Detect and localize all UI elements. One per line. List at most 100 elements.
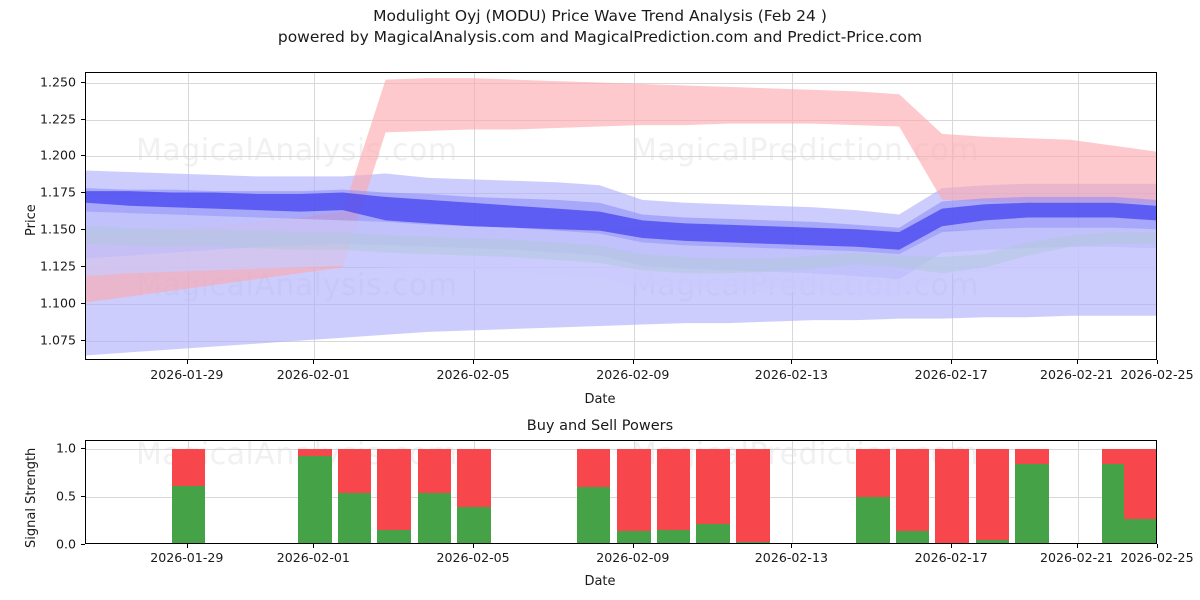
sell-power-bar[interactable] [1015,448,1049,465]
signal-x-tick-mark [632,544,634,548]
sell-power-bar[interactable] [975,448,1010,541]
price-x-tick-mark [791,360,793,364]
signal-x-tick-mark [1076,544,1078,548]
sell-power-bar[interactable] [337,448,372,493]
price-chart-plot-area: MagicalAnalysis.com MagicalPrediction.com… [85,72,1157,360]
price-x-tick-mark [951,360,953,364]
title-block: Modulight Oyj (MODU) Price Wave Trend An… [0,6,1200,48]
sell-power-bar[interactable] [1124,448,1156,519]
price-y-tick-label: 1.225 [39,111,76,126]
price-wave-bands [86,78,1156,356]
gridline-horizontal [86,82,1156,84]
sell-power-bar[interactable] [895,448,930,531]
buy-power-bar[interactable] [656,529,691,543]
price-x-tick-mark [1157,360,1159,364]
price-y-tick-label: 1.175 [39,184,76,200]
price-x-tick-mark [186,360,188,364]
price-y-tick-mark [81,340,85,342]
band-lower-faint-blue-band [86,211,1156,297]
price-x-tick-label: 2026-02-13 [754,367,828,382]
price-y-tick-mark [81,266,85,268]
price-y-tick-mark [81,192,85,194]
price-x-tick-mark [313,360,315,364]
price-y-tick-mark [81,118,85,120]
signal-x-tick-mark [186,544,188,548]
price-x-tick-mark [1076,360,1078,364]
price-x-tick-label: 2026-01-29 [150,367,224,382]
page-subtitle: powered by MagicalAnalysis.com and Magic… [277,28,923,46]
sell-power-bar[interactable] [736,448,771,543]
signal-chart-title: Buy and Sell Powers [526,418,674,434]
sell-power-bar[interactable] [656,448,691,530]
page-title: Modulight Oyj (MODU) Price Wave Trend An… [373,7,827,25]
signal-y-tick-label: 1.0 [55,440,76,456]
price-y-tick-label: 1.200 [39,147,76,163]
price-axis-label-y: Price [24,204,39,236]
price-x-tick-label: 2026-02-25 [1120,367,1194,382]
signal-x-tick-label: 2026-02-13 [754,550,828,565]
buy-power-bar[interactable] [696,523,730,543]
sell-power-bar[interactable] [171,448,206,487]
signal-y-tick-label: 0.5 [55,488,76,504]
band-red-band [86,78,1156,303]
signal-y-tick-mark [81,495,85,497]
buy-power-bar[interactable] [1015,464,1049,543]
signal-x-tick-label: 2026-02-25 [1120,550,1194,565]
signal-y-tick-label: 0.0 [55,536,76,552]
buy-power-bar[interactable] [736,542,771,543]
sell-power-bar[interactable] [377,448,412,530]
signal-chart-plot-area: MagicalAnalysis.com MagicalPrediction.com [85,440,1157,544]
signal-x-tick-label: 2026-02-01 [276,550,350,565]
signal-x-tick-label: 2026-02-17 [914,550,988,565]
buy-power-bar[interactable] [975,540,1010,543]
price-y-tick-mark [81,155,85,157]
sell-power-bar[interactable] [935,448,970,543]
signal-y-tick-mark [81,544,85,546]
sell-power-bar[interactable] [457,448,491,508]
signal-x-tick-mark [791,544,793,548]
price-axis-label-x: Date [584,392,616,407]
price-y-tick-mark [81,81,85,83]
price-x-tick-mark [632,360,634,364]
price-y-tick-mark [81,229,85,231]
band-core-blue-band [86,191,1156,250]
sell-power-bar[interactable] [576,448,611,488]
price-x-tick-label: 2026-02-21 [1039,367,1114,382]
buy-power-bar[interactable] [895,530,930,543]
buy-power-bar[interactable] [457,507,491,543]
sell-power-bar[interactable] [298,448,332,457]
gridline-vertical [1077,441,1079,543]
signal-x-tick-label: 2026-02-21 [1039,550,1114,565]
buy-power-bar[interactable] [1124,519,1156,543]
buy-power-bar[interactable] [417,493,452,543]
buy-power-bar[interactable] [616,530,651,543]
price-y-tick-label: 1.150 [39,221,76,237]
sell-power-bar[interactable] [417,448,452,493]
price-y-tick-mark [81,303,85,305]
signal-x-tick-mark [951,544,953,548]
signal-x-tick-mark [1157,544,1159,548]
buy-power-bar[interactable] [377,529,412,543]
buy-power-bar[interactable] [171,486,206,543]
sell-power-bar[interactable] [696,448,730,524]
sell-power-bar[interactable] [856,448,890,497]
price-y-tick-label: 1.075 [39,332,76,348]
price-x-tick-label: 2026-02-17 [914,367,988,382]
signal-x-tick-mark [313,544,315,548]
price-y-tick-label: 1.100 [39,295,76,311]
gridline-vertical [792,441,794,543]
gridline-horizontal [86,341,1156,343]
sell-power-bar[interactable] [616,448,651,531]
buy-power-bar[interactable] [856,496,890,543]
price-x-tick-label: 2026-02-09 [596,367,670,382]
price-x-tick-mark [473,360,475,364]
signal-y-tick-mark [81,447,85,449]
buy-power-bar[interactable] [337,493,372,543]
buy-power-bar[interactable] [298,456,332,543]
price-x-tick-label: 2026-02-05 [436,367,510,382]
signal-axis-label-x: Date [584,574,616,589]
signal-axis-label-y: Signal Strength [24,447,39,548]
price-y-tick-label: 1.250 [39,74,76,90]
buy-power-bar[interactable] [576,487,611,543]
